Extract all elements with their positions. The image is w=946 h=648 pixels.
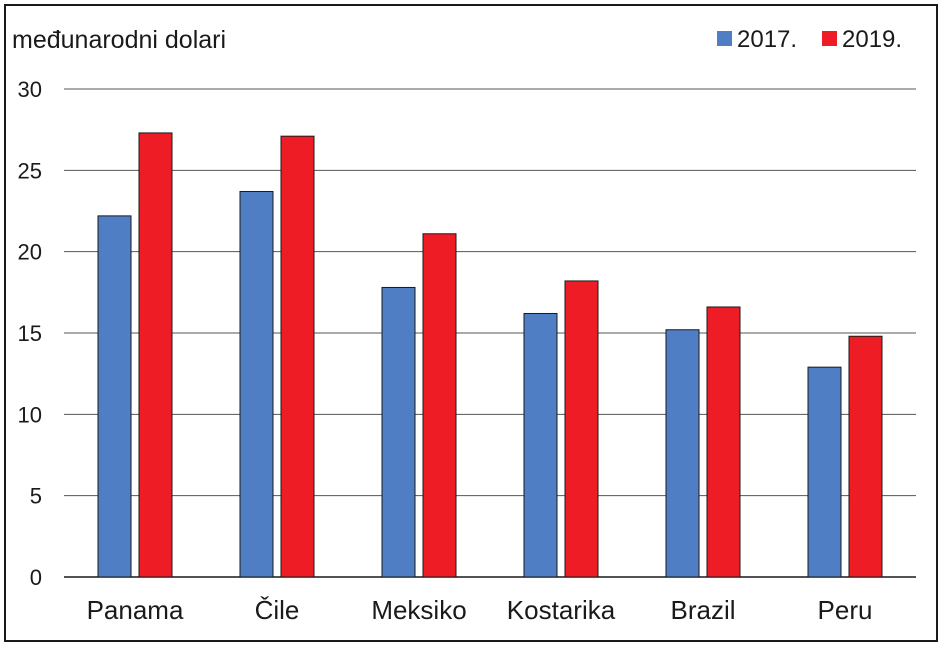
bars <box>97 132 883 578</box>
x-tick-label: Kostarika <box>507 595 616 625</box>
legend-label-2019: 2019. <box>842 26 902 53</box>
bar-peru-2019 <box>848 335 883 578</box>
y-tick-label: 30 <box>18 77 42 102</box>
x-tick-label: Peru <box>818 595 873 625</box>
bar-brazil-2017 <box>665 329 700 578</box>
x-tick-label: Meksiko <box>371 595 466 625</box>
legend-swatch-2019 <box>822 31 837 46</box>
bar-meksiko-2017 <box>381 286 416 578</box>
x-tick-labels: Panama Čile Meksiko Kostarika Brazil Peru <box>87 595 873 625</box>
y-tick-label: 10 <box>18 402 42 427</box>
bar-čile-2017 <box>239 190 274 578</box>
bar-kostarika-2019 <box>564 280 599 578</box>
bar-kostarika-2017 <box>523 312 558 578</box>
legend-label-2017: 2017. <box>737 26 797 53</box>
y-tick-labels: 0 5 10 15 20 25 30 <box>18 77 42 590</box>
bar-čile-2019 <box>280 135 315 578</box>
bar-panama-2017 <box>97 215 132 578</box>
y-tick-label: 25 <box>18 158 42 183</box>
x-tick-label: Panama <box>87 595 184 625</box>
bar-peru-2017 <box>807 366 842 578</box>
y-tick-label: 0 <box>30 565 42 590</box>
x-tick-label: Brazil <box>670 595 735 625</box>
x-tick-label: Čile <box>255 595 300 625</box>
y-tick-label: 15 <box>18 321 42 346</box>
unit-label: međunarodni dolari <box>12 26 226 54</box>
y-tick-label: 5 <box>30 484 42 509</box>
y-tick-label: 20 <box>18 240 42 265</box>
legend-swatch-2017 <box>717 31 732 46</box>
bar-brazil-2019 <box>706 306 741 578</box>
legend: 2017. 2019. <box>717 26 902 53</box>
bar-panama-2019 <box>138 132 173 578</box>
gridlines <box>64 88 916 578</box>
bar-meksiko-2019 <box>422 233 457 578</box>
